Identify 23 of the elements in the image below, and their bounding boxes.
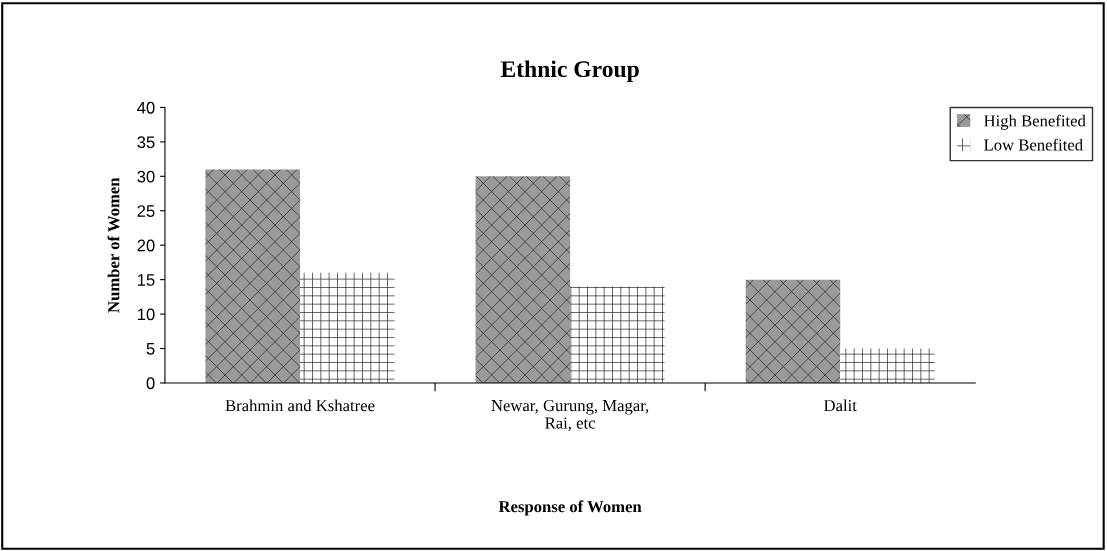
x-tick-label: Newar, Gurung, Magar, Rai, etc [491,399,649,432]
x-tick-label: Brahmin and Kshatree [225,399,375,412]
x-tick-label: Dalit [824,399,857,412]
y-tick-label: 30 [137,170,155,183]
bar [745,279,841,383]
y-tick-label: 40 [137,101,155,114]
chart-title: Ethnic Group [500,60,639,82]
y-tick-label: 0 [146,377,155,390]
bar [840,348,935,383]
bar [300,272,395,383]
bar [205,169,300,383]
x-axis-title: Response of Women [498,500,642,516]
y-tick-label: 35 [137,136,155,149]
y-tick-label: 15 [137,274,155,286]
y-tick-label: 10 [137,308,155,321]
legend-label: High Benefited [984,114,1086,130]
bar [570,286,665,383]
legend-label: Low Benefited [984,138,1083,151]
y-tick-label: 20 [137,239,155,252]
y-tick-label: 5 [146,343,155,355]
y-axis-title: Number of Women [107,177,120,313]
y-tick-label: 25 [137,205,155,217]
bar [475,176,571,383]
